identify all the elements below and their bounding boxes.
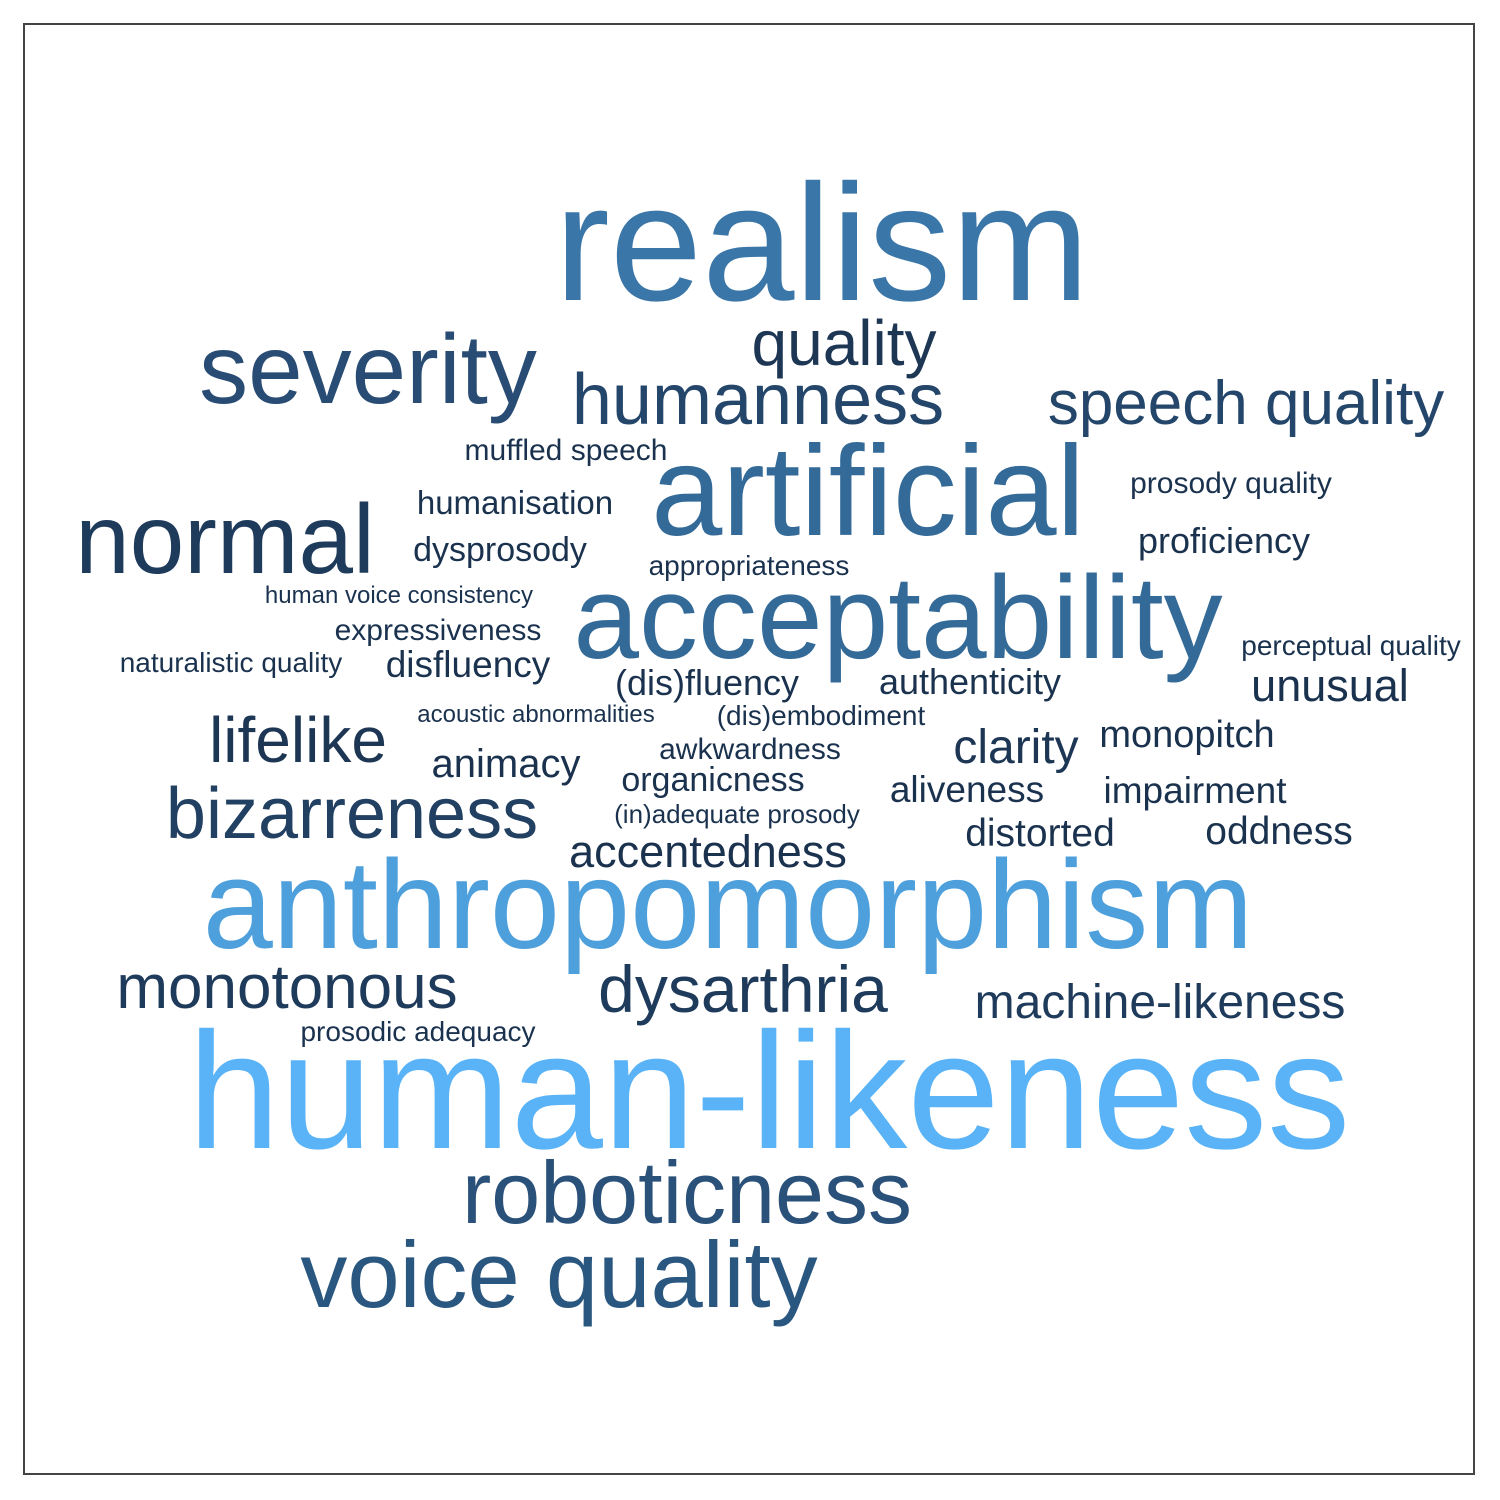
word: organicness [621,761,804,799]
word: authenticity [879,661,1061,702]
word: unusual [1251,660,1409,711]
word: distorted [965,812,1115,855]
word: machine-likeness [975,976,1346,1029]
word: perceptual quality [1241,630,1460,661]
word: normal [75,484,375,594]
word: monotonous [116,953,457,1022]
word: voice quality [300,1222,817,1327]
word: acceptability [573,552,1222,684]
word: artificial [651,420,1085,563]
word: proficiency [1138,520,1310,561]
word: oddness [1205,810,1352,853]
word: (dis)fluency [615,662,799,703]
word: animacy [432,742,581,786]
word: anthropomorphism [203,834,1254,975]
word: human voice consistency [265,582,533,609]
word: accentedness [569,826,847,877]
word: (dis)embodiment [717,700,926,731]
word: realism [555,151,1090,336]
word: human-likeness [188,999,1351,1184]
word: appropriateness [649,550,850,581]
word: (in)adequate prosody [614,799,860,829]
word: clarity [953,721,1078,774]
word: monopitch [1099,714,1274,756]
word: aliveness [890,769,1044,810]
word: expressiveness [335,614,542,647]
word: speech quality [1048,369,1444,438]
word: humanisation [417,484,613,521]
word: impairment [1104,770,1288,811]
word: naturalistic quality [120,647,343,678]
word: bizarreness [166,774,538,854]
word: awkwardness [659,733,841,766]
word: roboticness [462,1143,912,1242]
word: dysprosody [413,531,587,569]
word: disfluency [386,644,551,685]
word: muffled speech [465,434,668,467]
word: lifelike [209,704,387,776]
word: humanness [572,360,944,440]
word: acoustic abnormalities [417,701,654,728]
word: prosody quality [1130,467,1332,500]
word-cloud-frame [23,23,1475,1475]
word: severity [199,314,537,424]
word: prosodic adequacy [300,1016,535,1047]
word: dysarthria [598,952,888,1026]
word: quality [752,307,937,379]
